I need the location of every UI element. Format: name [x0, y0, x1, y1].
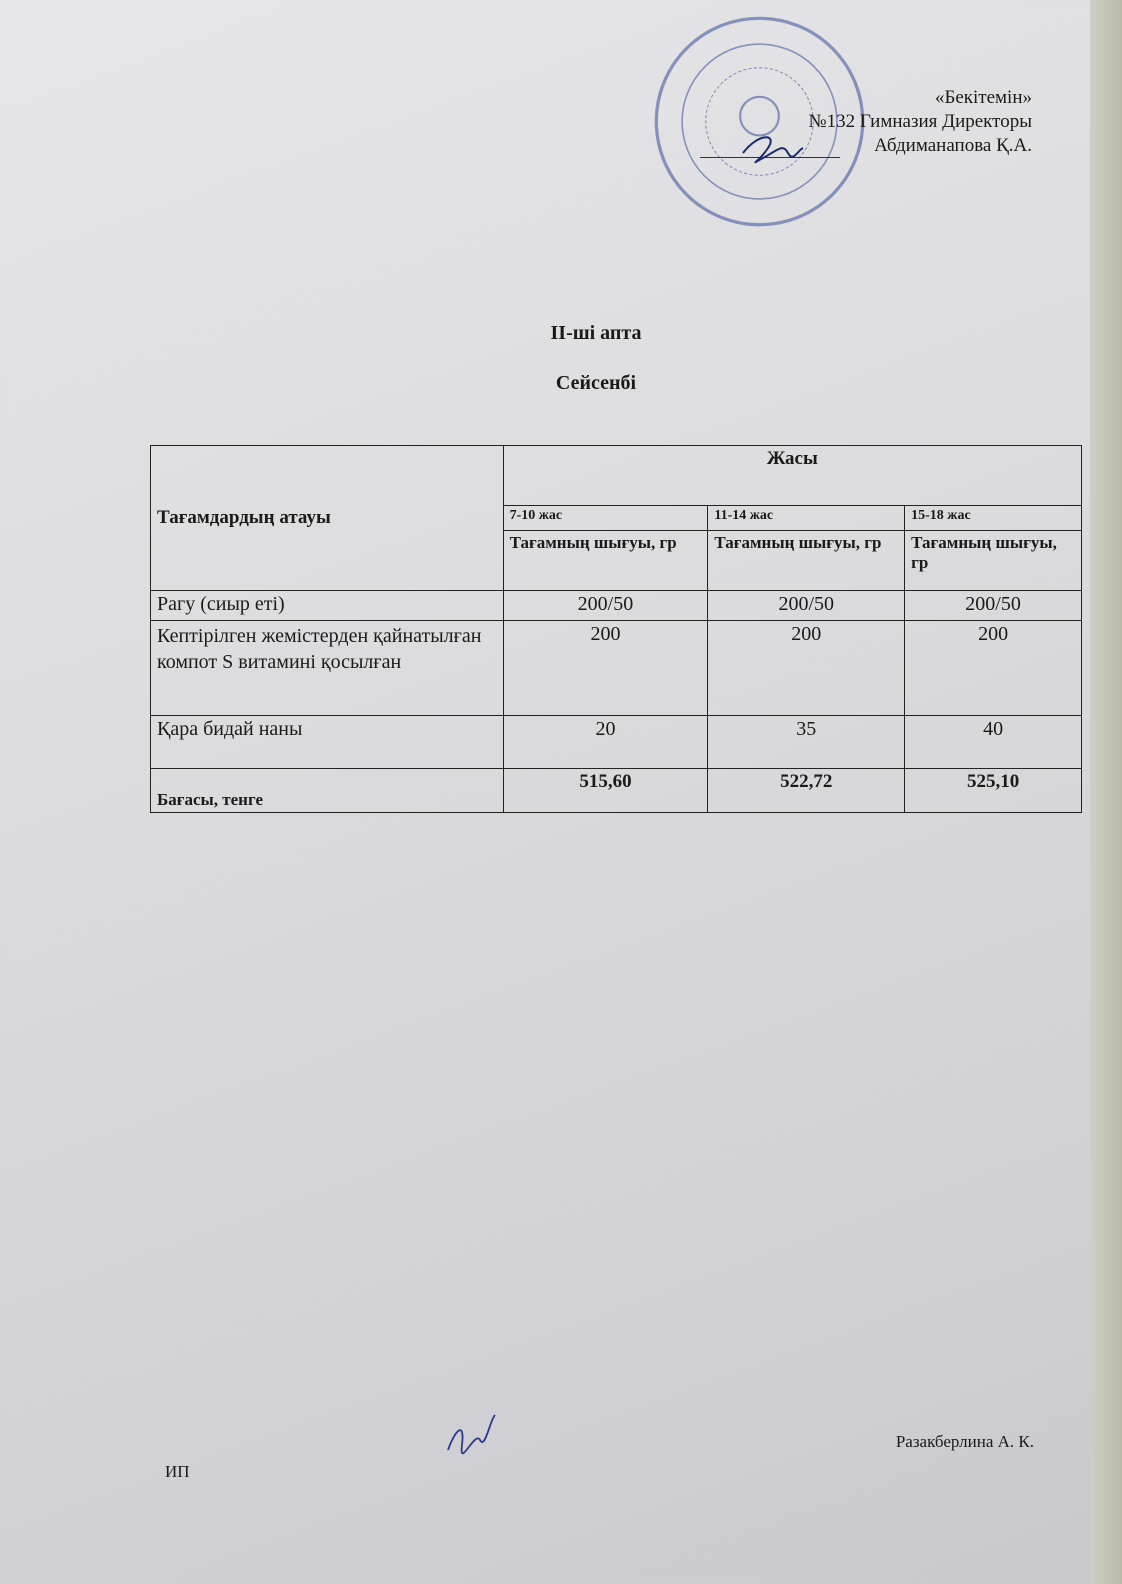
dish-value: 200 — [502, 620, 709, 716]
director-signature — [742, 136, 804, 164]
menu-table: Тағамдардың атауы Жасы 7-10 жас 11-14 жа… — [150, 445, 1083, 813]
age-group: 7-10 жас — [502, 505, 709, 531]
price-row: Бағасы, тенге 515,60 522,72 525,10 — [150, 768, 1082, 813]
official-stamp — [654, 16, 865, 227]
dish-value: 20 — [502, 715, 709, 769]
footer-supplier-name: Разакберлина А. К. — [895, 1432, 1034, 1451]
price-value: 515,60 — [502, 768, 709, 813]
approval-heading: «Бекітемін» — [934, 87, 1032, 108]
price-label: Бағасы, тенге — [150, 768, 504, 813]
signature-line — [700, 157, 840, 158]
table-row: Рагу (сиыр еті) 200/50 200/50 200/50 — [150, 590, 1082, 621]
dish-name: Қара бидай наны — [150, 715, 504, 769]
dish-name: Кептірілген жемістерден қайнатылған комп… — [150, 620, 504, 716]
dish-value: 200/50 — [904, 590, 1082, 621]
table-row: Кептірілген жемістерден қайнатылған комп… — [150, 620, 1082, 716]
page-edge — [1090, 0, 1122, 1584]
day-title: Сейсенбі — [555, 372, 637, 394]
yield-label: Тағамның шығуы, гр — [707, 530, 906, 591]
age-group: 15-18 жас — [904, 505, 1082, 531]
dish-value: 200 — [707, 620, 906, 716]
approval-name: Абдиманапова Қ.А. — [874, 135, 1032, 156]
age-group: 11-14 жас — [707, 505, 906, 531]
name-header: Тағамдардың атауы — [150, 445, 504, 591]
dish-name: Рагу (сиыр еті) — [150, 590, 504, 621]
table-row: Қара бидай наны 20 35 40 — [150, 715, 1082, 769]
approval-position: №132 Гимназия Директоры — [808, 111, 1032, 132]
approval-block: «Бекітемін» №132 Гимназия Директоры Абди… — [809, 86, 1032, 158]
price-value: 522,72 — [707, 768, 906, 813]
supplier-signature — [447, 1414, 496, 1455]
price-value: 525,10 — [904, 768, 1082, 813]
dish-value: 40 — [904, 715, 1082, 769]
dish-value: 200/50 — [707, 590, 906, 621]
dish-value: 200 — [904, 620, 1082, 716]
yield-label: Тағамның шығуы, гр — [904, 530, 1082, 591]
yield-label: Тағамның шығуы, гр — [502, 530, 709, 591]
dish-value: 200/50 — [502, 590, 709, 621]
dish-value: 35 — [707, 715, 906, 769]
footer-ip: ИП — [165, 1462, 190, 1481]
week-title: ІІ-ші апта — [550, 322, 642, 344]
age-header: Жасы — [502, 445, 1083, 506]
